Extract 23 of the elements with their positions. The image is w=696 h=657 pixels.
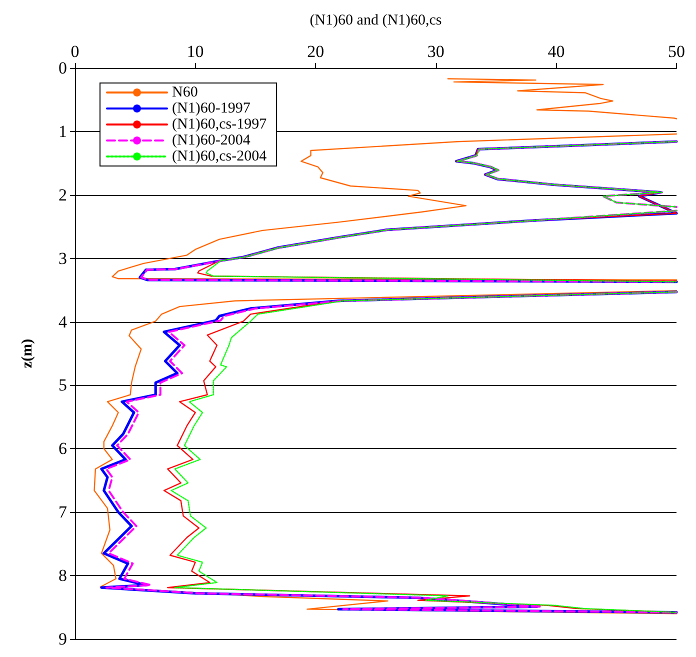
y-tick-label: 8 (58, 566, 67, 586)
y-tick-label: 1 (58, 122, 67, 141)
y-tick-label: 2 (58, 185, 67, 204)
legend-label: (N1)60-2004 (172, 132, 251, 148)
y-tick-label: 3 (58, 248, 67, 268)
x-tick-label: 10 (186, 42, 204, 61)
x-tick-label: 0 (70, 42, 80, 61)
y-tick-label: 0 (58, 58, 67, 78)
y-tick-label: 6 (58, 439, 67, 458)
y-tick-label: 4 (58, 312, 68, 332)
x-tick-label: 20 (307, 42, 324, 61)
x-tick-label: 40 (548, 42, 565, 61)
y-tick-label: 9 (58, 630, 67, 648)
x-tick-label: 30 (427, 42, 444, 61)
x-tick-label: 50 (668, 42, 685, 61)
legend-label: (N1)60-1997 (172, 100, 251, 116)
y-tick-label: 7 (58, 502, 68, 522)
legend-label: (N1)60,cs-1997 (172, 116, 268, 132)
x-axis-title: (N1)60 and (N1)60,cs (310, 12, 442, 28)
y-tick-label: 5 (58, 376, 67, 395)
legend-label: N60 (172, 84, 198, 100)
legend-label: (N1)60,cs-2004 (172, 148, 268, 164)
y-axis-title: z(m) (20, 338, 36, 368)
